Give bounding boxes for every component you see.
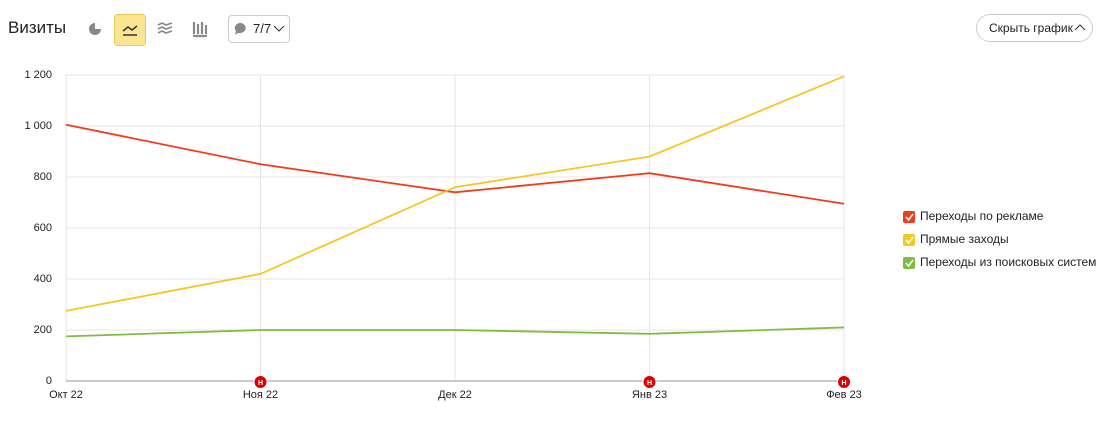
- y-tick-label: 0: [46, 375, 52, 387]
- chevron: [273, 25, 285, 32]
- hide-chart-button[interactable]: Скрыть график: [976, 14, 1093, 42]
- area-chart-button[interactable]: [150, 14, 180, 44]
- event-marker-label: Н: [258, 380, 263, 387]
- pie-chart-button[interactable]: [80, 14, 110, 44]
- event-marker: [642, 375, 657, 389]
- y-tick-label: 1 200: [24, 69, 52, 81]
- y-tick-label: 800: [34, 171, 52, 183]
- bar-chart-button[interactable]: [185, 14, 215, 44]
- legend-checkbox: [903, 211, 915, 223]
- page-title: Визиты: [8, 18, 67, 37]
- legend-label: Прямые заходы: [920, 232, 1009, 246]
- x-tick-label: Янв 23: [632, 389, 667, 401]
- legend-check: [905, 259, 914, 268]
- line-chart-button[interactable]: [114, 14, 146, 46]
- legend-label: Переходы по рекламе: [920, 209, 1044, 223]
- filter-count: 7/7: [253, 21, 272, 36]
- event-marker-label: Н: [647, 380, 652, 387]
- y-tick-label: 1 000: [24, 120, 52, 132]
- legend-checkbox: [903, 234, 915, 246]
- comment-icon: [234, 22, 246, 35]
- event-marker: [253, 375, 268, 389]
- chevron: [1074, 24, 1086, 31]
- legend-checkbox: [903, 257, 915, 269]
- legend-label: Переходы из поисковых систем: [920, 255, 1096, 269]
- filter-button[interactable]: 7/7: [228, 15, 290, 43]
- legend-check: [905, 213, 914, 222]
- x-tick-label: Окт 22: [49, 389, 83, 401]
- y-tick-label: 200: [34, 324, 52, 336]
- y-tick-label: 600: [34, 222, 52, 234]
- x-tick-label: Фев 23: [826, 389, 862, 401]
- event-marker-label: Н: [841, 380, 846, 387]
- x-tick-label: Дек 22: [438, 389, 472, 401]
- event-marker: [837, 375, 851, 389]
- x-tick-label: Ноя 22: [243, 389, 278, 401]
- series-line: [65, 75, 845, 312]
- y-tick-label: 400: [34, 273, 52, 285]
- series-line: [65, 123, 845, 205]
- hide-chart-label: Скрыть график: [989, 21, 1073, 35]
- series-line: [65, 326, 845, 338]
- legend-check: [905, 236, 914, 245]
